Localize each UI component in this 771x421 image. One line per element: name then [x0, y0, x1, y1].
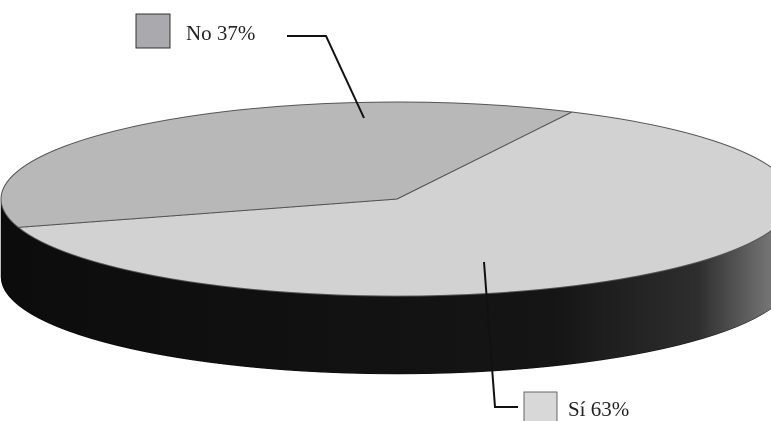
- slice-no: [0, 101, 574, 228]
- swatch-si: [523, 391, 558, 421]
- label-no: No 37%: [186, 21, 255, 45]
- swatch-no: [135, 13, 171, 49]
- leader-line-no: [287, 35, 365, 119]
- leader-line-si: [483, 261, 518, 408]
- slice-si: [16, 111, 771, 297]
- label-si: Sí 63%: [568, 397, 629, 421]
